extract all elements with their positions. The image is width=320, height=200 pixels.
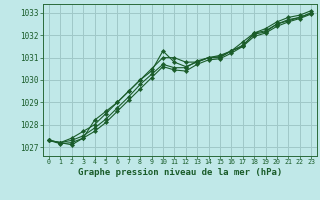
X-axis label: Graphe pression niveau de la mer (hPa): Graphe pression niveau de la mer (hPa): [78, 168, 282, 177]
